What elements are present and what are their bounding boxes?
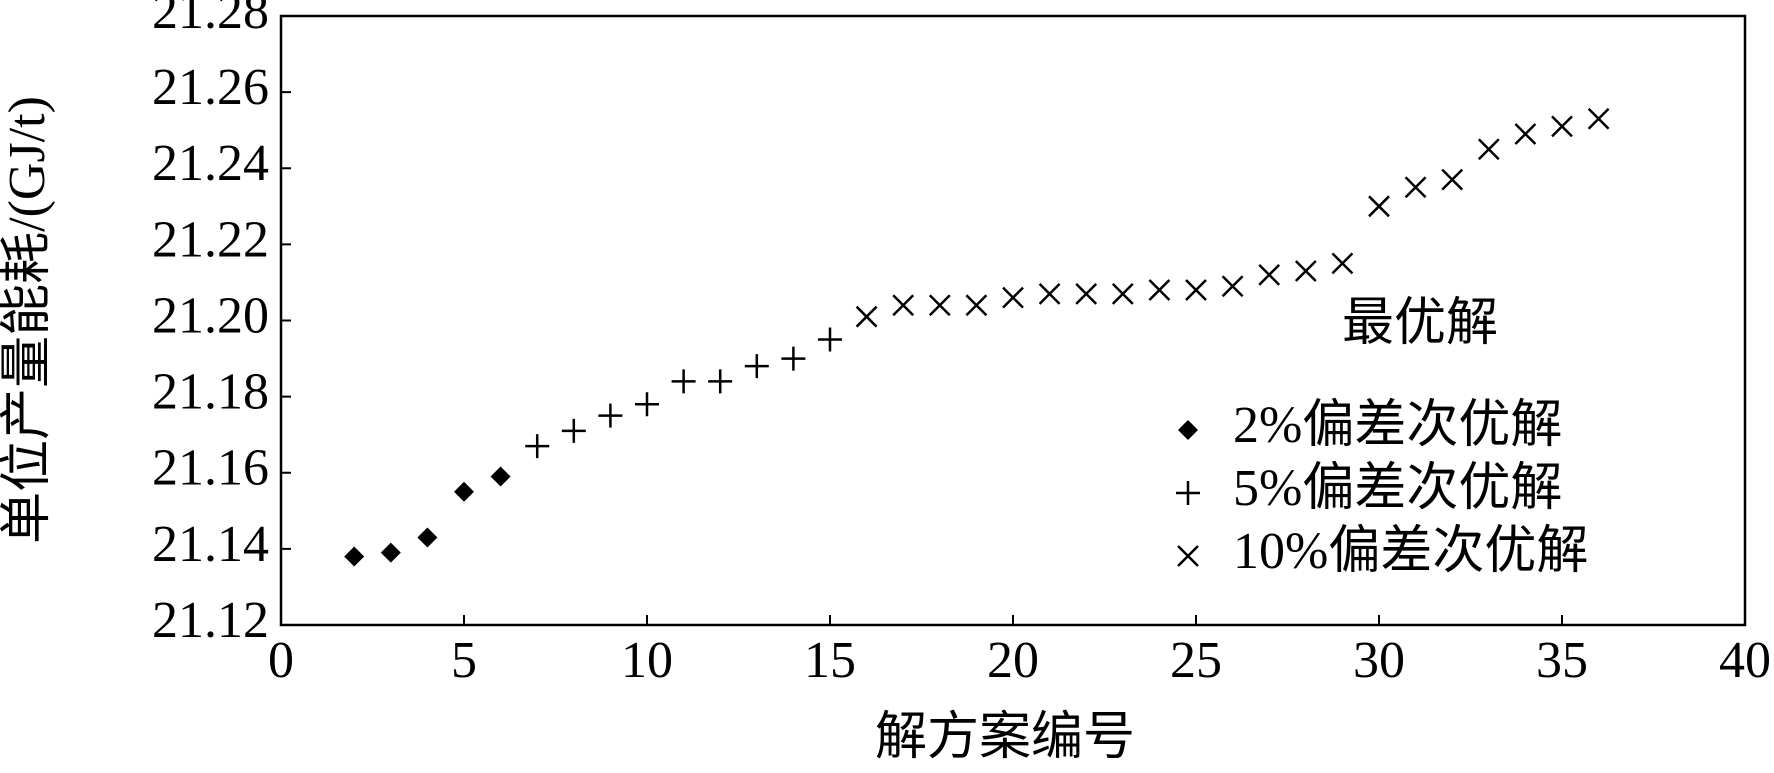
point (1477, 138, 1500, 161)
point (1002, 286, 1024, 309)
point (744, 354, 769, 379)
x-tick-label: 0 (268, 632, 294, 689)
point (1294, 260, 1317, 282)
x-tick-label: 5 (451, 632, 477, 689)
point (1551, 115, 1573, 138)
point (671, 369, 696, 394)
point (965, 294, 988, 317)
point (1221, 275, 1244, 298)
point (928, 294, 951, 317)
x-tick-label: 30 (1353, 632, 1405, 689)
y-tick-label: 21.14 (152, 516, 269, 573)
y-tick-label: 21.28 (152, 0, 269, 40)
y-tick-label: 21.18 (152, 364, 269, 421)
point (525, 434, 550, 459)
legend-label: 5%偏差次优解 (1233, 460, 1562, 517)
point (892, 294, 915, 317)
y-tick-label: 21.22 (152, 211, 269, 268)
y-tick-label: 21.12 (152, 592, 269, 649)
point (1368, 195, 1390, 218)
point (380, 542, 401, 563)
point (708, 369, 733, 394)
point (635, 392, 659, 417)
point (417, 527, 438, 548)
point (490, 466, 511, 487)
legend-title: 最优解 (1342, 295, 1498, 352)
point (598, 403, 623, 428)
y-tick-label: 21.16 (152, 440, 269, 497)
y-tick-label: 21.24 (152, 135, 269, 192)
legend-marker (1177, 545, 1199, 567)
x-tick-label: 25 (1170, 632, 1222, 689)
x-tick-label: 15 (804, 632, 856, 689)
y-axis-title: 单位产量能耗/(GJ/t) (0, 96, 56, 544)
point (1587, 107, 1610, 130)
point (1441, 168, 1464, 191)
point (454, 481, 474, 502)
point (1404, 176, 1427, 199)
legend-label: 2%偏差次优解 (1233, 397, 1562, 454)
point (1038, 282, 1061, 305)
point (1075, 282, 1098, 305)
point (855, 305, 878, 328)
point (1514, 123, 1537, 145)
point (344, 546, 365, 567)
legend-label: 10%偏差次优解 (1233, 523, 1588, 580)
x-tick-label: 35 (1536, 632, 1588, 689)
point (1111, 282, 1134, 305)
point (1331, 252, 1354, 275)
legend-marker (1178, 420, 1198, 440)
x-tick-label: 10 (621, 632, 673, 689)
point (818, 327, 842, 352)
legend-marker (1176, 481, 1200, 505)
y-tick-label: 21.26 (152, 59, 269, 116)
point (781, 346, 806, 371)
point (1148, 279, 1171, 301)
x-tick-label: 40 (1719, 632, 1771, 689)
y-tick-label: 21.20 (152, 287, 269, 344)
point (561, 418, 586, 443)
x-axis-title: 解方案编号 (875, 709, 1135, 766)
point (1258, 263, 1281, 286)
point (1185, 279, 1207, 301)
x-tick-label: 20 (987, 632, 1039, 689)
